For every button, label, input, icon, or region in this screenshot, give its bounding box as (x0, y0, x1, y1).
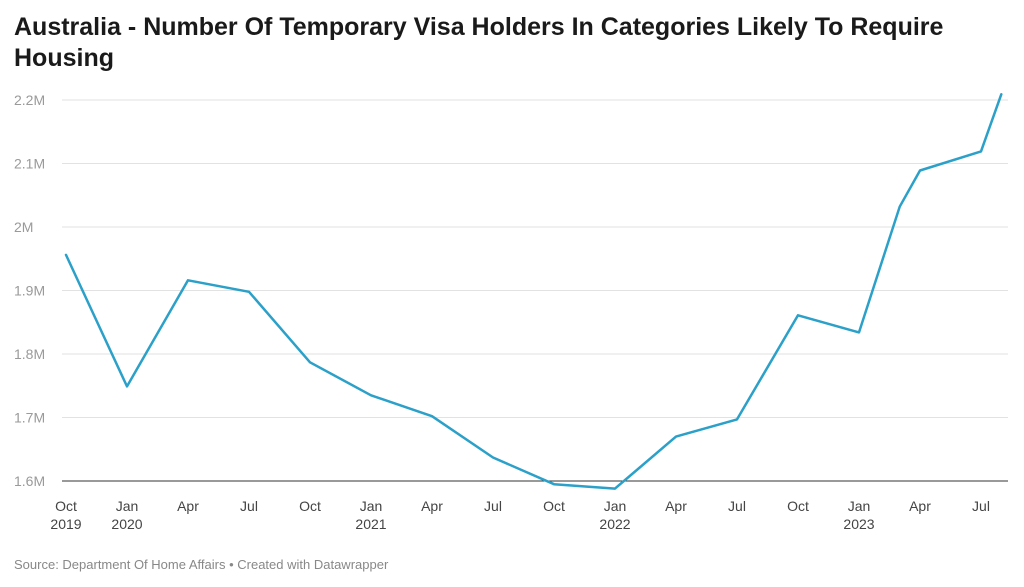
y-tick-label: 2.2M (14, 92, 45, 108)
plot-area (64, 93, 1003, 490)
x-tick-label: Apr (421, 498, 443, 514)
x-tick-label: Oct (787, 498, 809, 514)
x-tick-label: Jan (360, 498, 383, 514)
y-tick-label: 1.9M (14, 283, 45, 299)
footer: Source: Department Of Home Affairs • Cre… (14, 557, 388, 572)
y-tick-label: 1.6M (14, 473, 45, 489)
x-tick-label: Jul (240, 498, 258, 514)
x-tick-year-label: 2020 (111, 516, 142, 532)
x-tick-year-label: 2019 (50, 516, 81, 532)
x-tick-label: Apr (177, 498, 199, 514)
source-text: Source: Department Of Home Affairs (14, 557, 226, 572)
y-tick-label: 2M (14, 219, 33, 235)
x-tick-label: Jan (604, 498, 627, 514)
x-tick-label: Apr (665, 498, 687, 514)
x-tick-label: Oct (55, 498, 77, 514)
x-tick-label: Jul (484, 498, 502, 514)
y-tick-label: 1.7M (14, 410, 45, 426)
x-tick-label: Oct (543, 498, 565, 514)
x-tick-year-label: 2022 (599, 516, 630, 532)
x-tick-label: Jan (848, 498, 871, 514)
x-tick-label: Jul (972, 498, 990, 514)
x-axis-ticks: Oct 2019 Jan 2020 Apr Jul Oct Jan 2021 Apr Jul Oct J… (50, 498, 990, 532)
x-tick-label: Apr (909, 498, 931, 514)
datawrapper-credit-link[interactable]: Created with Datawrapper (237, 557, 389, 572)
y-axis-ticks: 1.6M 1.7M 1.8M 1.9M 2M 2.1M 2.2M (14, 92, 45, 489)
series-line (64, 93, 1003, 490)
chart-title: Australia - Number Of Temporary Visa Hol… (14, 13, 944, 72)
x-tick-label: Jul (728, 498, 746, 514)
x-tick-year-label: 2023 (843, 516, 874, 532)
y-tick-label: 1.8M (14, 346, 45, 362)
x-tick-label: Oct (299, 498, 321, 514)
x-tick-label: Jan (116, 498, 139, 514)
x-tick-year-label: 2021 (355, 516, 386, 532)
line-chart: 1.6M 1.7M 1.8M 1.9M 2M 2.1M 2.2M Oct 2019 Jan 202… (14, 92, 1008, 532)
grid-lines (62, 99, 1008, 482)
footer-separator: • (225, 557, 238, 572)
y-tick-label: 2.1M (14, 156, 45, 172)
